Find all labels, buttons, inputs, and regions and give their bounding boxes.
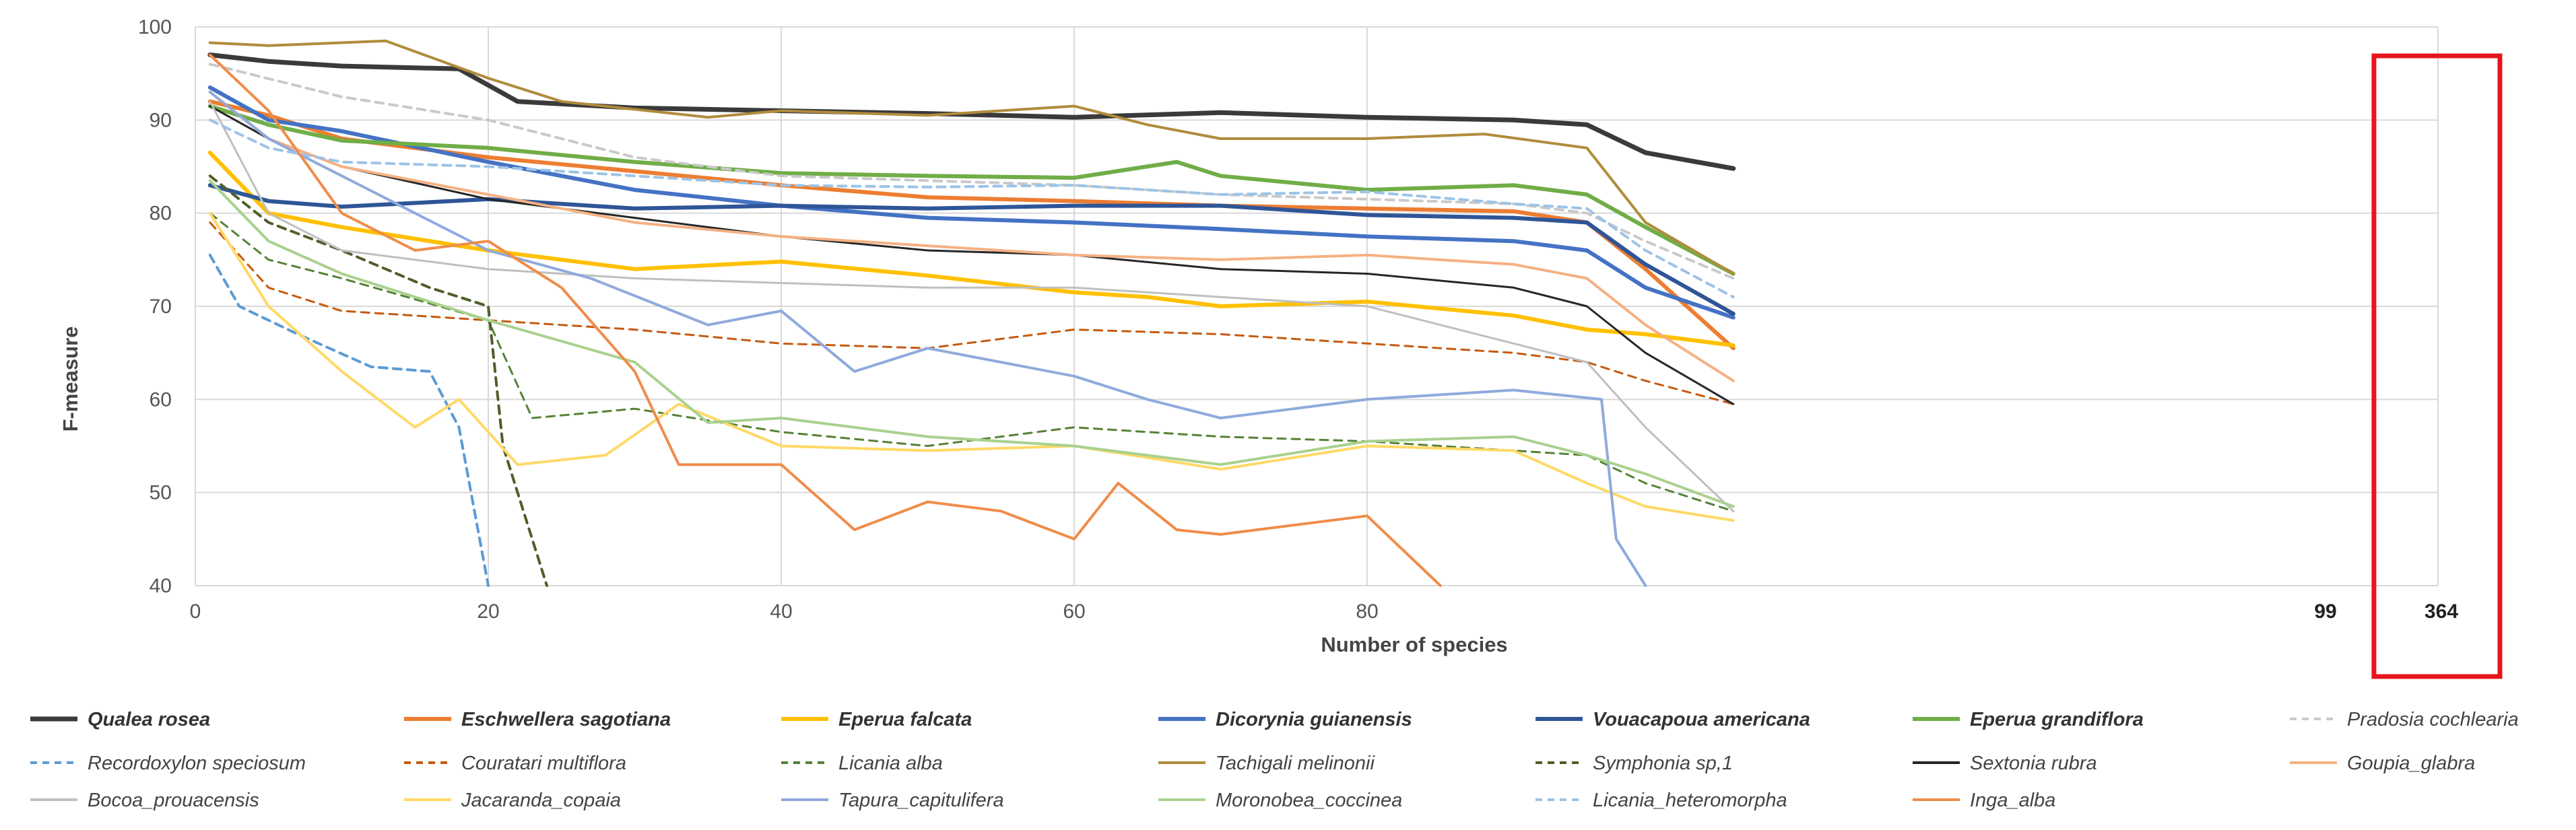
series-line-eperua-falcata bbox=[207, 150, 1736, 348]
y-tick-label: 90 bbox=[150, 109, 172, 131]
y-tick-label: 50 bbox=[150, 482, 172, 504]
series-line-inga-alba bbox=[208, 53, 1442, 587]
series-line-tachigali-melinonii bbox=[208, 39, 1735, 275]
series-line-dicorynia-guianensis bbox=[207, 85, 1736, 320]
legend-label: Pradosia cochlearia bbox=[2347, 709, 2519, 730]
x-tick-label: 40 bbox=[770, 600, 792, 623]
legend-label: Licania_heteromorpha bbox=[1593, 790, 1787, 811]
series-line-vouacapoua-americana bbox=[207, 183, 1736, 316]
grid-lines bbox=[195, 26, 2439, 586]
legend-label: Eperua falcata bbox=[838, 709, 972, 730]
x-tick-label: 0 bbox=[190, 600, 201, 623]
y-axis-ticks: 40 50 60 70 80 90 100 bbox=[138, 16, 172, 597]
series-line-tapura-capitulifera bbox=[208, 90, 1647, 587]
series-line-recordoxylon-speciosum bbox=[208, 253, 490, 587]
legend-label: Sextonia rubra bbox=[1970, 753, 2097, 774]
extra-x-label: 99 bbox=[2314, 600, 2336, 623]
series-line-moronobea-coccinea bbox=[208, 179, 1735, 508]
y-tick-label: 80 bbox=[150, 203, 172, 225]
legend-label: Eschwellera sagotiana bbox=[461, 709, 671, 730]
legend-label: Jacaranda_copaia bbox=[461, 790, 621, 811]
x-tick-label: 60 bbox=[1063, 600, 1085, 623]
legend-label: Tapura_capitulifera bbox=[838, 790, 1004, 811]
legend-label: Bocoa_prouacensis bbox=[88, 790, 259, 811]
y-tick-label: 70 bbox=[150, 296, 172, 318]
series-line-pradosia-cochlearia bbox=[208, 63, 1735, 280]
series-line-licania-alba bbox=[209, 212, 1735, 512]
legend-label: Dicorynia guianensis bbox=[1216, 709, 1412, 730]
legend-label: Goupia_glabra bbox=[2347, 753, 2475, 774]
x-axis-ticks: 0 20 40 60 80 bbox=[190, 600, 1379, 623]
legend-label: Moronobea_coccinea bbox=[1216, 790, 1402, 811]
legend-label: Symphonia sp,1 bbox=[1593, 753, 1733, 774]
legend-label: Couratari multiflora bbox=[461, 753, 626, 774]
x-axis-label: Number of species bbox=[1321, 633, 1507, 656]
y-axis-label: F-measure bbox=[59, 326, 82, 432]
series-line-qualea-rosea bbox=[207, 53, 1736, 171]
highlight-box bbox=[2371, 53, 2503, 679]
series-line-eperua-grandiflora bbox=[207, 104, 1736, 276]
series-line-jacaranda-copaia bbox=[208, 211, 1735, 522]
series-line-goupia-glabra bbox=[208, 90, 1735, 382]
legend: Qualea rosea Eschwellera sagotiana Eperua … bbox=[30, 709, 2519, 811]
extra-x-labels: 99 364 bbox=[2314, 600, 2458, 623]
series-line-licania-heteromorpha bbox=[208, 118, 1735, 299]
legend-label: Vouacapoua americana bbox=[1593, 709, 1810, 730]
series-lines bbox=[207, 39, 1736, 587]
legend-label: Inga_alba bbox=[1970, 790, 2055, 811]
x-tick-label: 80 bbox=[1356, 600, 1378, 623]
y-tick-label: 60 bbox=[150, 388, 172, 411]
legend-label: Recordoxylon speciosum bbox=[88, 753, 306, 774]
legend-label: Licania alba bbox=[838, 753, 943, 774]
legend-label: Eperua grandiflora bbox=[1970, 709, 2144, 730]
legend-label: Qualea rosea bbox=[88, 709, 210, 730]
legend-label: Tachigali melinonii bbox=[1216, 753, 1375, 774]
series-line-couratari-multiflora bbox=[209, 221, 1735, 405]
series-line-bocoa-prouacensis bbox=[209, 100, 1735, 512]
x-tick-label: 20 bbox=[477, 600, 499, 623]
series-line-symphonia-sp-1 bbox=[208, 174, 548, 587]
y-tick-label: 40 bbox=[150, 575, 172, 597]
y-tick-label: 100 bbox=[138, 16, 172, 38]
extra-x-label: 364 bbox=[2424, 600, 2458, 623]
